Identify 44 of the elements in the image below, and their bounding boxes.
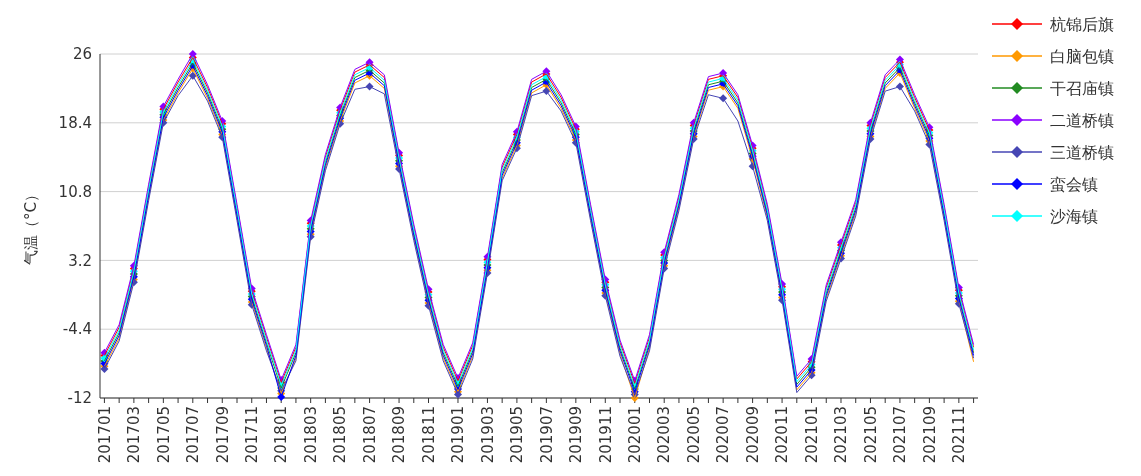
x-tick-label: 202003	[655, 406, 674, 464]
legend-label: 沙海镇	[1050, 206, 1098, 226]
x-tick-label: 202001	[626, 406, 645, 464]
x-tick-label: 201701	[95, 406, 114, 464]
x-tick-label: 202005	[684, 406, 703, 464]
x-tick-label: 201901	[449, 406, 468, 464]
x-tick-label: 202111	[950, 406, 969, 464]
x-tick-label: 201803	[301, 406, 320, 464]
x-tick-label: 201709	[213, 406, 232, 464]
x-tick-label: 201807	[360, 406, 379, 464]
legend-label: 白脑包镇	[1050, 46, 1114, 66]
y-tick-label: 10.8	[58, 182, 92, 201]
x-tick-label: 201801	[272, 406, 291, 464]
x-tick-label: 201909	[567, 406, 586, 464]
y-axis-title: 气温（°C）	[22, 187, 40, 265]
legend-label: 二道桥镇	[1050, 110, 1114, 130]
y-tick-label: -12	[67, 389, 92, 408]
x-tick-label: 201903	[478, 406, 497, 464]
x-tick-label: 202107	[891, 406, 910, 464]
x-tick-label: 201703	[125, 406, 144, 464]
y-tick-label: -4.4	[62, 320, 92, 339]
y-tick-label: 18.4	[58, 114, 92, 133]
x-tick-label: 202105	[861, 406, 880, 464]
x-tick-label: 201707	[184, 406, 203, 464]
legend-label: 杭锦后旗	[1049, 14, 1114, 34]
x-tick-label: 202109	[920, 406, 939, 464]
legend-label: 蛮会镇	[1050, 174, 1098, 194]
x-tick-label: 202011	[773, 406, 792, 464]
x-tick-label: 201809	[390, 406, 409, 464]
x-tick-label: 201711	[242, 406, 261, 464]
x-tick-label: 202007	[714, 406, 733, 464]
x-tick-label: 202009	[743, 406, 762, 464]
x-tick-label: 201905	[508, 406, 527, 464]
legend-label: 干召庙镇	[1050, 78, 1114, 98]
x-tick-label: 201911	[596, 406, 615, 464]
x-tick-label: 201811	[419, 406, 438, 464]
x-tick-label: 201907	[537, 406, 556, 464]
x-tick-label: 202101	[802, 406, 821, 464]
x-tick-label: 201705	[154, 406, 173, 464]
y-tick-label: 3.2	[68, 251, 92, 270]
legend-label: 三道桥镇	[1050, 142, 1114, 162]
x-tick-label: 202103	[832, 406, 851, 464]
y-tick-label: 26	[72, 45, 92, 64]
x-tick-label: 201805	[331, 406, 350, 464]
